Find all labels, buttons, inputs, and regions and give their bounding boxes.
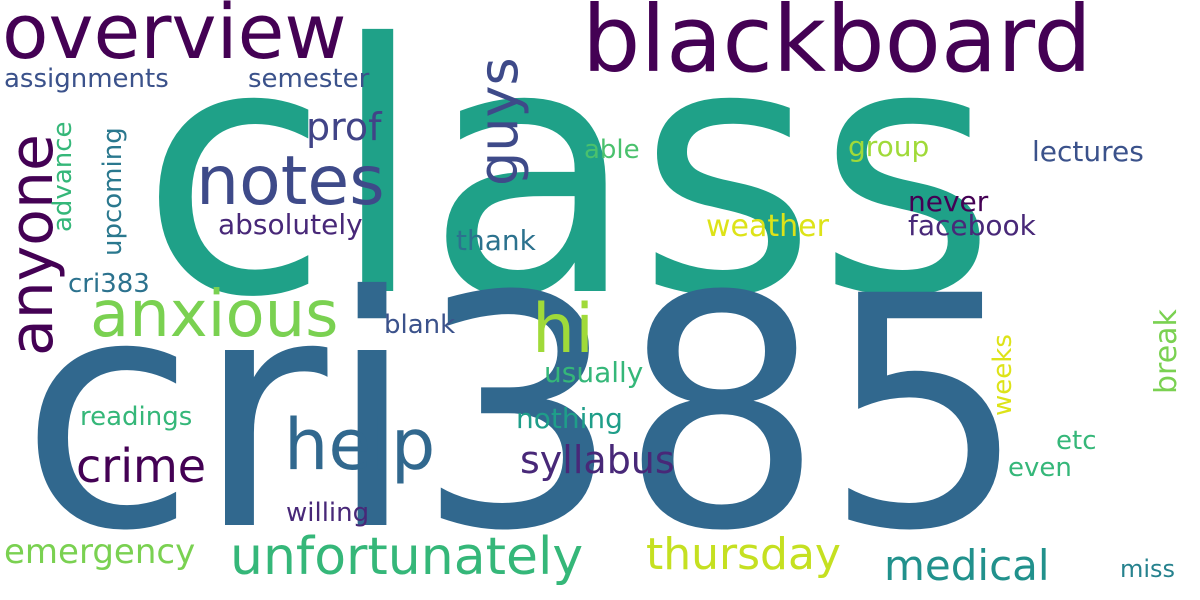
word-guys: guys: [467, 57, 530, 186]
word-notes: notes: [196, 142, 385, 221]
word-semester: semester: [248, 64, 370, 94]
word-break: break: [1149, 309, 1184, 394]
word-blackboard: blackboard: [582, 0, 1092, 93]
word-advance: advance: [48, 121, 78, 232]
word-assignments: assignments: [4, 64, 169, 94]
word-absolutely: absolutely: [218, 208, 363, 241]
word-weeks: weeks: [988, 334, 1018, 416]
word-crime: crime: [76, 439, 207, 493]
word-weather: weather: [706, 209, 829, 244]
word-miss: miss: [1120, 555, 1176, 583]
word-emergency: emergency: [4, 532, 196, 572]
word-thank: thank: [456, 224, 536, 257]
word-prof: prof: [306, 105, 382, 149]
word-anxious: anxious: [90, 278, 339, 352]
word-hi: hi: [532, 290, 594, 369]
word-lectures: lectures: [1032, 135, 1144, 168]
word-cri385: cri385: [20, 229, 1028, 600]
word-upcoming: upcoming: [98, 127, 128, 256]
word-etc: etc: [1056, 426, 1097, 456]
word-group: group: [848, 130, 930, 163]
word-usually: usually: [544, 356, 644, 389]
word-nothing: nothing: [516, 402, 623, 435]
word-medical: medical: [884, 541, 1050, 590]
word-able: able: [584, 135, 640, 165]
word-blank: blank: [384, 310, 456, 340]
word-readings: readings: [80, 402, 193, 432]
word-unfortunately: unfortunately: [230, 527, 584, 587]
word-never: never: [908, 185, 989, 218]
word-even: even: [1008, 453, 1072, 483]
word-cri383: cri383: [68, 269, 150, 299]
word-overview: overview: [2, 0, 347, 76]
word-syllabus: syllabus: [520, 438, 675, 482]
word-facebook: facebook: [908, 209, 1036, 242]
word-willing: willing: [286, 498, 370, 528]
word-class: class: [140, 0, 997, 373]
word-help: help: [284, 404, 436, 486]
word-thursday: thursday: [646, 529, 841, 580]
